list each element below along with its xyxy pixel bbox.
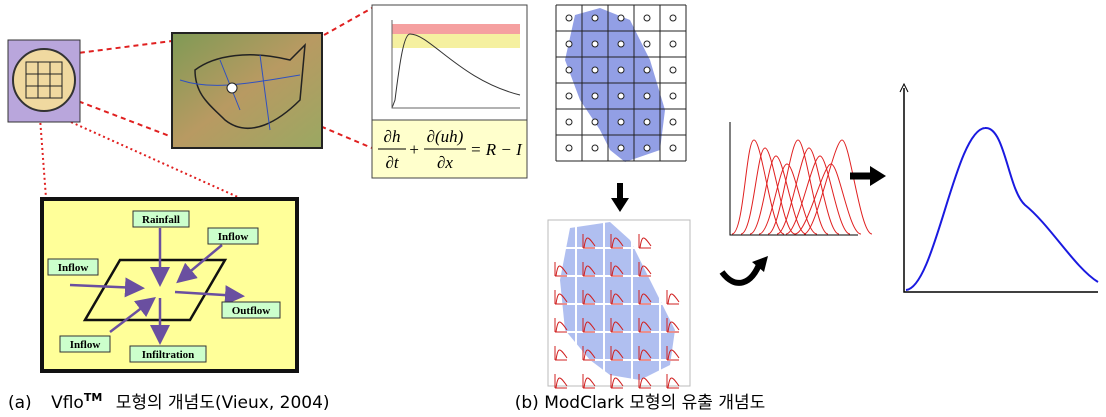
flow-label: Inflow [58, 262, 89, 274]
flow-label: Infiltration [142, 349, 195, 361]
eq-num: ∂h [384, 127, 401, 146]
cell-centroid [670, 41, 676, 47]
caption-b: (b) ModClark 모형의 유출 개념도 [515, 393, 766, 413]
unit-hydrograph [804, 140, 872, 234]
caption-model: Vflo [51, 393, 84, 413]
cell-centroid [670, 67, 676, 73]
cell-centroid [566, 93, 572, 99]
cell-centroid [566, 41, 572, 47]
cell-centroid [670, 93, 676, 99]
runoff-curve [906, 128, 1098, 290]
cell-centroid [566, 119, 572, 125]
cell-centroid [618, 67, 624, 73]
down-arrow-head [611, 198, 629, 212]
curved-arrow [722, 262, 760, 283]
cell-centroid [618, 41, 624, 47]
unit-hydrograph [759, 164, 817, 234]
cell-centroid [670, 119, 676, 125]
cell-centroid [592, 41, 598, 47]
cell-centroid [566, 67, 572, 73]
cell-centroid [670, 145, 676, 151]
cell-centroid [644, 93, 650, 99]
result-axes [904, 88, 1098, 292]
unit-hydrographs [732, 140, 872, 234]
cell-centroid [592, 119, 598, 125]
band-yellow [392, 34, 520, 48]
eq-den: ∂t [385, 153, 399, 172]
eq-den: ∂x [437, 153, 453, 172]
unit-hydrograph [786, 156, 850, 234]
cell-centroid [592, 145, 598, 151]
cell-centroid [644, 145, 650, 151]
cell-centroid [644, 41, 650, 47]
caption-a: (a) VfloTM 모형의 개념도(Vieux, 2004) [8, 386, 330, 413]
stage-panel [372, 5, 527, 120]
flow-label: Inflow [70, 339, 101, 351]
cell-centroid [618, 119, 624, 125]
cell-centroid [618, 145, 624, 151]
cell-centroid [670, 15, 676, 21]
cell-circle [13, 49, 75, 111]
cell-centroid [566, 15, 572, 21]
cell-marker [227, 83, 237, 93]
right-arrow-head [870, 166, 886, 186]
eq-op: + [408, 140, 419, 159]
flow-label: Rainfall [142, 214, 180, 226]
cell-centroid [618, 93, 624, 99]
cell-centroid [644, 15, 650, 21]
cell-centroid [566, 145, 572, 151]
flow-label: Outflow [232, 305, 271, 317]
caption-label: (a) [8, 393, 32, 413]
eq-rhs: = R − I [470, 140, 523, 159]
caption-rest: 모형의 개념도(Vieux, 2004) [116, 393, 330, 413]
figure: ∂h ∂t + ∂(uh) ∂x = R − I Rainfall Inflow I… [0, 0, 1106, 417]
cell-centroid [644, 119, 650, 125]
eq-num: ∂(uh) [427, 127, 464, 146]
caption-sup: TM [84, 391, 102, 404]
cell-centroid [644, 67, 650, 73]
cell-centroid [618, 15, 624, 21]
band-red [392, 24, 520, 34]
cell-centroid [592, 93, 598, 99]
flow-label: Inflow [218, 231, 249, 243]
cell-centroid [592, 67, 598, 73]
cell-centroid [592, 15, 598, 21]
